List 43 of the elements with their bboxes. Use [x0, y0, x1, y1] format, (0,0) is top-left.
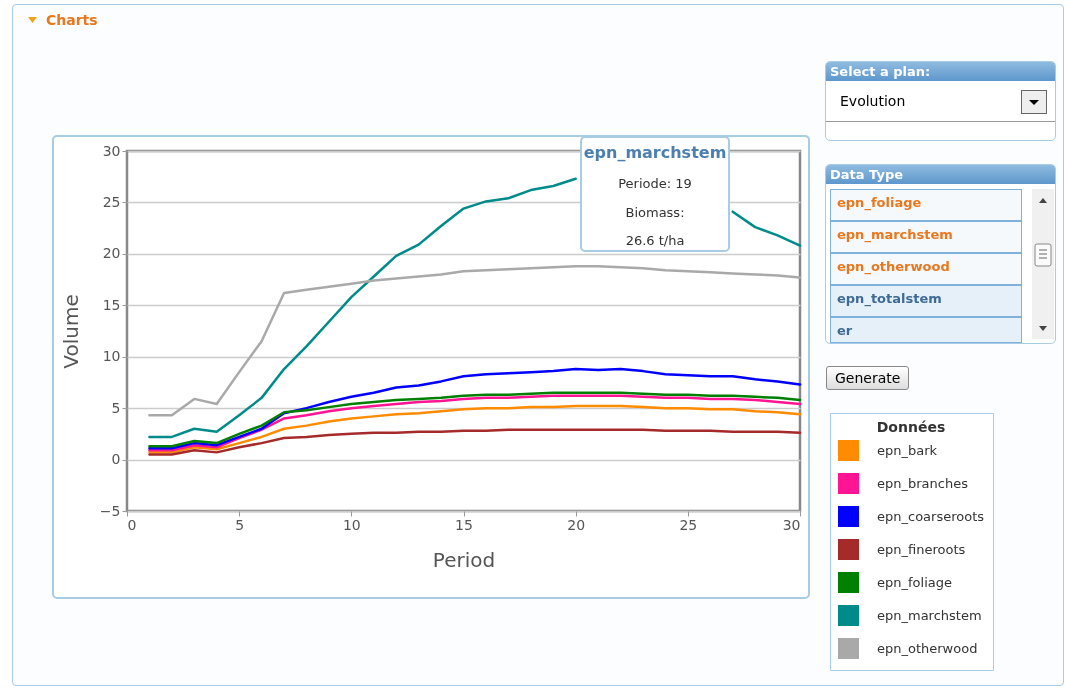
x-tick-label: 30: [782, 516, 801, 533]
annotation: 26.6 t/ha: [625, 233, 685, 248]
legend-label: epn_coarseroots: [877, 508, 985, 524]
legend-label: epn_marchstem: [877, 607, 982, 623]
line-series: [148, 404, 802, 454]
legend-label: epn_foliage: [877, 574, 952, 590]
legend-label: epn_fineroots: [877, 541, 966, 557]
y-tick-label: −5: [99, 502, 121, 519]
y-tick-label: 5: [111, 399, 121, 416]
y-tick-label: 30: [102, 142, 121, 159]
y-tick-label: 25: [102, 193, 121, 210]
line-series: [148, 367, 802, 450]
text: Charts: [46, 12, 98, 28]
text: er: [837, 323, 853, 338]
annotation: Biomass:: [625, 205, 685, 220]
text: Data Type: [830, 167, 903, 182]
y-axis-title: Volume: [58, 294, 83, 369]
text: epn_marchstem: [837, 227, 953, 242]
x-tick-label: 15: [455, 516, 473, 533]
x-tick-label: 10: [342, 516, 361, 533]
y-tick-label: 0: [111, 451, 121, 468]
y-tick-label: 15: [102, 296, 121, 313]
y-tick-label: 20: [102, 245, 121, 262]
legend-label: epn_otherwood: [877, 640, 978, 656]
text: Evolution: [840, 93, 906, 109]
text: epn_totalstem: [837, 291, 942, 306]
line-series: [148, 264, 802, 417]
text: Select a plan:: [830, 64, 931, 79]
legend-label: epn_bark: [877, 442, 938, 458]
x-tick-label: 0: [127, 516, 137, 533]
x-axis-title: Period: [432, 547, 496, 572]
legend-title: Données: [876, 419, 946, 435]
x-tick-label: 5: [235, 516, 245, 533]
annotation: epn_marchstem: [583, 143, 727, 162]
legend-label: epn_branches: [877, 475, 969, 491]
y-tick-label: 10: [102, 348, 121, 365]
text: Generate: [835, 370, 901, 386]
text: epn_foliage: [837, 195, 922, 210]
text: epn_otherwood: [837, 259, 950, 274]
line-series: [148, 428, 802, 456]
x-tick-label: 20: [567, 516, 586, 533]
x-tick-label: 25: [679, 516, 698, 533]
annotation: Periode: 19: [618, 176, 692, 191]
